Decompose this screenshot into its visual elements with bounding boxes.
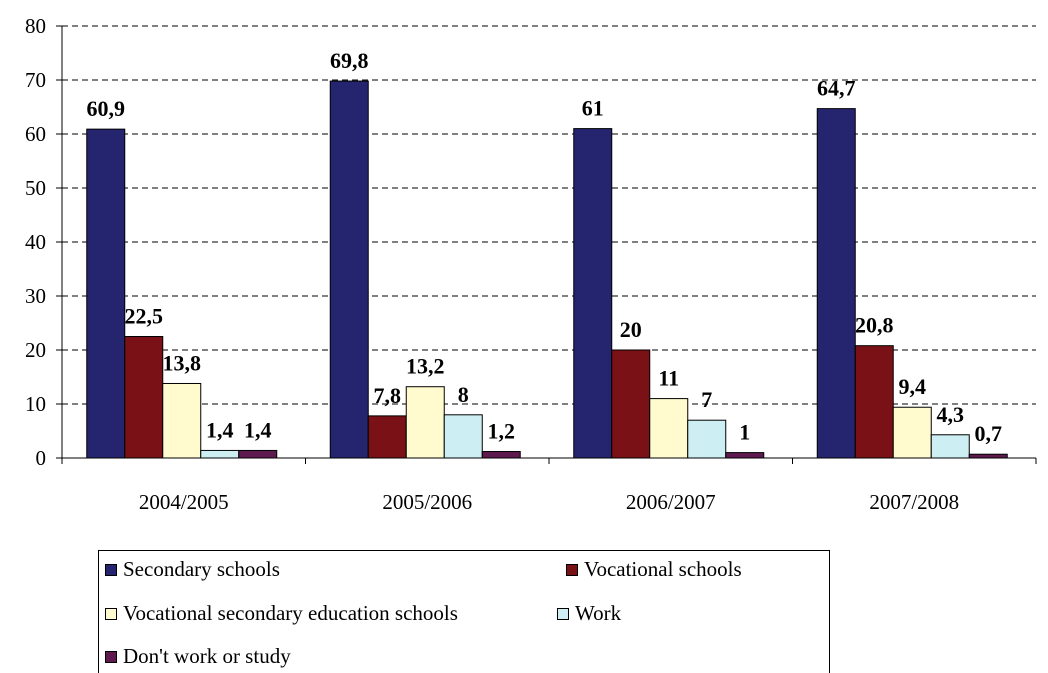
bar-value-label: 69,8 (330, 48, 369, 73)
legend-swatch-vocational-schools (566, 563, 578, 576)
bar-value-label: 22,5 (125, 304, 164, 329)
bar-value-label: 20 (620, 317, 642, 342)
bar-value-label: 9,4 (899, 374, 927, 399)
bar-value-label: 61 (582, 96, 604, 121)
y-tick-label: 10 (25, 392, 46, 416)
legend-swatch-vocational-secondary-education-schools (105, 607, 117, 620)
bar-value-label: 7 (701, 387, 712, 412)
bar-value-label: 1,4 (206, 417, 234, 442)
y-tick-label: 70 (25, 68, 46, 92)
bar (405, 386, 445, 459)
bar (892, 406, 932, 459)
y-tick-label: 30 (25, 284, 46, 308)
bar (816, 108, 856, 459)
bar (443, 414, 483, 459)
bar (968, 453, 1008, 459)
bar (573, 128, 613, 459)
chart-legend: Secondary schools Vocational schools Voc… (98, 550, 830, 673)
bar-chart: 0 10 20 30 40 50 60 70 80 60,9 22,5 13,8 1,4 1,4 2004/… (25, 14, 1037, 514)
bar-value-label: 13,8 (163, 350, 202, 375)
bar (649, 398, 689, 459)
bar (200, 449, 240, 459)
legend-swatch-secondary-schools (105, 563, 117, 576)
y-tick-label: 80 (25, 14, 46, 38)
bar (367, 415, 407, 459)
bar-value-label: 11 (658, 366, 679, 391)
x-tick-label: 2007/2008 (869, 490, 959, 514)
bar (124, 336, 164, 459)
legend-item-secondary-schools: Secondary schools (105, 557, 280, 582)
bar-value-label: 20,8 (855, 313, 894, 338)
y-tick-label: 50 (25, 176, 46, 200)
bar (611, 349, 651, 459)
bar-value-label: 1,4 (244, 417, 272, 442)
bar-value-label: 1,2 (488, 419, 516, 444)
legend-item-dont-work-or-study: Don't work or study (105, 644, 291, 669)
bar-value-label: 7,8 (374, 383, 402, 408)
bar (238, 449, 278, 459)
bar (481, 451, 521, 459)
y-tick-label: 60 (25, 122, 46, 146)
y-tick-label: 0 (36, 446, 47, 470)
legend-label-vocational-schools: Vocational schools (584, 557, 742, 581)
y-tick-label: 20 (25, 338, 46, 362)
legend-label-work: Work (575, 601, 622, 625)
legend-swatch-work (557, 607, 569, 620)
bar-value-label: 4,3 (937, 402, 965, 427)
bar-value-label: 8 (458, 382, 469, 407)
bar (86, 128, 126, 459)
bar (725, 452, 765, 459)
legend-item-vocational-schools: Vocational schools (566, 557, 742, 582)
bar (930, 434, 970, 459)
bar (854, 345, 894, 459)
legend-label-vocational-secondary-education-schools: Vocational secondary education schools (123, 601, 458, 625)
bar-value-label: 60,9 (87, 96, 126, 121)
legend-label-secondary-schools: Secondary schools (123, 557, 280, 581)
legend-item-work: Work (557, 601, 621, 626)
bar-value-label: 1 (739, 420, 750, 445)
bar-value-label: 0,7 (975, 421, 1003, 446)
y-tick-label: 40 (25, 230, 46, 254)
x-tick-label: 2005/2006 (382, 490, 472, 514)
bar (687, 419, 727, 459)
bar-value-label: 13,2 (406, 354, 445, 379)
x-tick-label: 2004/2005 (139, 490, 229, 514)
bar (162, 382, 202, 459)
x-tick-label: 2006/2007 (626, 490, 716, 514)
bar-value-label: 64,7 (817, 76, 856, 101)
legend-label-dont-work-or-study: Don't work or study (123, 644, 291, 668)
legend-swatch-dont-work-or-study (105, 650, 117, 663)
legend-item-vocational-secondary-education-schools: Vocational secondary education schools (105, 601, 458, 626)
bar (329, 80, 369, 459)
